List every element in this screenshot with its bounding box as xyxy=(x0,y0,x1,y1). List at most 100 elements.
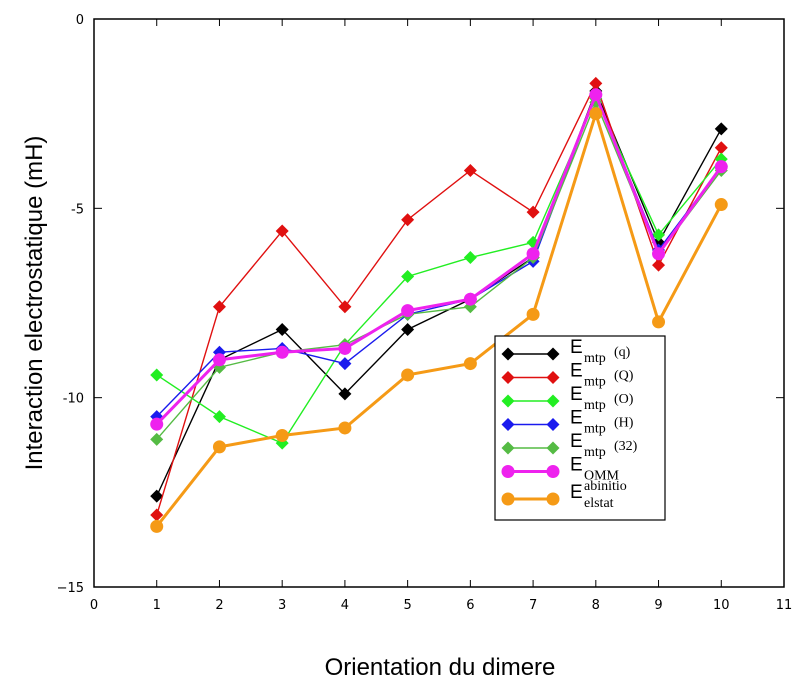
data-point xyxy=(338,357,352,371)
data-point xyxy=(150,417,164,431)
legend-label-sup: abinitio xyxy=(584,479,627,494)
x-axis-ticks: 0 1 2 3 4 5 6 7 8 9 10 11 xyxy=(90,19,792,613)
data-point xyxy=(401,323,415,337)
data-point xyxy=(338,387,352,401)
legend-box xyxy=(494,335,666,521)
data-point xyxy=(212,440,226,454)
legend-label-main: E xyxy=(570,431,583,452)
data-point xyxy=(150,519,164,533)
data-point xyxy=(714,160,728,174)
data-point xyxy=(589,76,603,90)
legend-label-main: E xyxy=(570,408,583,429)
data-point xyxy=(652,315,666,329)
legend-marker-end xyxy=(546,394,560,408)
legend-marker-end xyxy=(546,441,560,455)
series-layer xyxy=(150,76,728,533)
legend-label-sub: mtp xyxy=(584,398,606,413)
data-point xyxy=(212,410,226,424)
data-point xyxy=(275,224,289,238)
legend-label-sub: mtp xyxy=(584,422,606,437)
x-tick-label: 9 xyxy=(654,598,662,613)
legend-marker-start xyxy=(501,441,515,455)
legend-marker-start xyxy=(501,371,515,384)
y-tick-label: 0 xyxy=(76,13,84,28)
data-point xyxy=(526,205,540,219)
data-point xyxy=(463,357,477,371)
legend-label-sub: elstat xyxy=(584,496,614,511)
y-tick-label: -5 xyxy=(71,202,84,217)
legend-label-sub: mtp xyxy=(584,375,606,390)
legend-marker-end xyxy=(546,465,560,478)
legend-label-tail: (H) xyxy=(614,416,634,431)
data-point xyxy=(714,122,728,136)
series-line xyxy=(155,90,723,426)
legend-label-main: E xyxy=(570,361,583,382)
legend-label-main: E xyxy=(570,455,583,476)
x-axis-title: Orientation du dimere xyxy=(325,654,556,677)
data-point xyxy=(150,368,164,382)
x-tick-label: 8 xyxy=(592,598,600,613)
series-line xyxy=(156,96,722,444)
series-5 xyxy=(150,88,728,431)
data-point xyxy=(652,228,666,242)
x-tick-label: 5 xyxy=(403,598,411,613)
data-point xyxy=(401,269,415,283)
data-point xyxy=(463,251,477,265)
data-point xyxy=(275,429,289,443)
data-point xyxy=(150,432,164,446)
data-point xyxy=(526,307,540,321)
y-axis-title: Interaction electrostatique (mH) xyxy=(21,136,48,471)
legend-label-sub: OMM xyxy=(584,469,620,484)
legend-label-main: E xyxy=(570,337,583,358)
data-point xyxy=(338,341,352,355)
data-point xyxy=(526,247,540,261)
legend-label-main: E xyxy=(570,482,583,503)
y-tick-label: -10 xyxy=(63,392,84,407)
data-point xyxy=(275,323,289,337)
legend-marker-start xyxy=(501,465,515,478)
data-point xyxy=(401,213,415,227)
data-point xyxy=(401,304,415,318)
data-point xyxy=(401,368,415,382)
x-tick-label: 11 xyxy=(776,598,793,613)
data-point xyxy=(714,198,728,212)
data-point xyxy=(463,292,477,306)
legend-marker-start xyxy=(501,492,515,506)
legend-marker-start xyxy=(501,394,515,408)
x-tick-label: 3 xyxy=(278,598,286,613)
data-point xyxy=(212,300,226,314)
x-tick-label: 2 xyxy=(215,598,223,613)
legend-label-tail: (O) xyxy=(614,392,634,407)
data-point xyxy=(463,163,477,177)
series-line xyxy=(155,108,723,528)
series-6 xyxy=(150,107,728,533)
legend-label-main: E xyxy=(570,384,583,405)
legend-marker-end xyxy=(546,371,560,384)
x-tick-label: 1 xyxy=(153,598,161,613)
x-tick-label: 7 xyxy=(529,598,537,613)
data-point xyxy=(338,300,352,314)
legend-label-sub: mtp xyxy=(584,351,606,366)
legend-label-sub: mtp xyxy=(584,445,606,460)
data-point xyxy=(652,247,666,261)
y-axis-ticks: 0 -5 -10 −15 xyxy=(57,13,784,596)
legend-marker-start xyxy=(501,347,515,361)
legend-label-tail: (q) xyxy=(614,345,631,360)
plot-frame xyxy=(93,18,785,588)
data-point xyxy=(589,107,603,121)
x-tick-label: 10 xyxy=(713,598,730,613)
data-point xyxy=(714,141,728,155)
x-tick-label: 6 xyxy=(466,598,474,613)
data-point xyxy=(150,508,164,522)
data-point xyxy=(150,489,164,503)
legend-marker-end xyxy=(546,492,560,506)
